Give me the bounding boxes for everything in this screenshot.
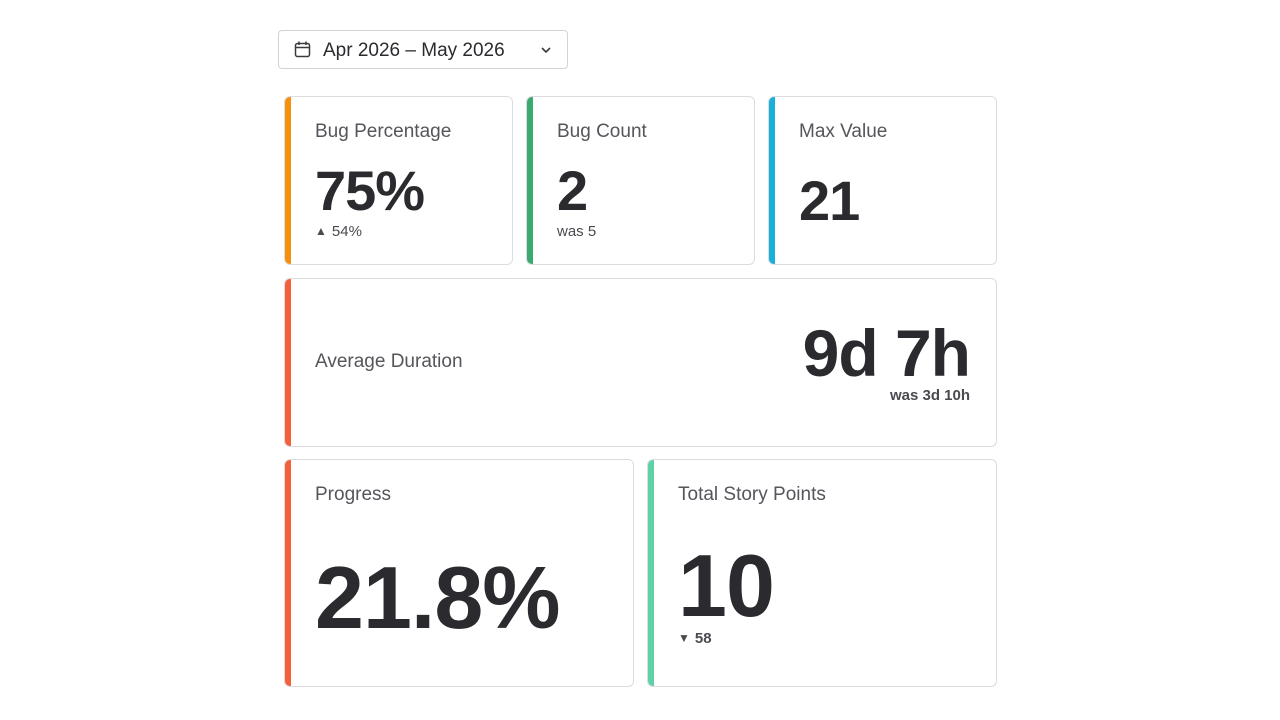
delta-value: 58 (694, 630, 712, 647)
previous-value: was 3d 10h (889, 387, 970, 404)
card-title: Max Value (799, 121, 888, 142)
average-duration-card: Average Duration 9d 7h was 3d 10h (284, 278, 997, 447)
card-title: Total Story Points (678, 484, 826, 505)
card-title: Average Duration (315, 351, 463, 372)
date-range-label: Apr 2026 – May 2026 (323, 40, 505, 61)
card-value: 21 (799, 169, 860, 232)
card-title: Bug Count (557, 121, 647, 142)
card-accent-bar (769, 97, 775, 264)
total-story-points-card: Total Story Points 10 ▼ 58 (647, 459, 997, 687)
bug-percentage-card: Bug Percentage 75% ▲ 54% (284, 96, 513, 265)
delta-value: 54% (331, 223, 362, 240)
card-accent-bar (648, 460, 654, 686)
card-title: Bug Percentage (315, 121, 452, 142)
date-range-picker[interactable]: Apr 2026 – May 2026 (278, 30, 568, 69)
calendar-icon (294, 41, 311, 58)
card-value: 10 (678, 536, 775, 635)
triangle-up-icon: ▲ (315, 224, 327, 238)
card-value: 75% (315, 159, 425, 222)
max-value-card: Max Value 21 (768, 96, 997, 265)
card-value: 2 (557, 159, 588, 222)
chevron-down-icon (541, 47, 551, 54)
card-value: 21.8% (315, 548, 561, 647)
delta-indicator: ▼ 58 (678, 630, 712, 647)
card-title: Progress (315, 484, 392, 505)
bug-count-card: Bug Count 2 was 5 (526, 96, 755, 265)
card-accent-bar (527, 97, 533, 264)
delta-indicator: ▲ 54% (315, 223, 362, 240)
previous-value: was 5 (557, 223, 597, 240)
card-accent-bar (285, 460, 291, 686)
triangle-down-icon: ▼ (678, 631, 690, 645)
card-accent-bar (285, 97, 291, 264)
progress-card: Progress 21.8% (284, 459, 634, 687)
card-value: 9d 7h (802, 316, 971, 390)
card-accent-bar (285, 279, 291, 446)
